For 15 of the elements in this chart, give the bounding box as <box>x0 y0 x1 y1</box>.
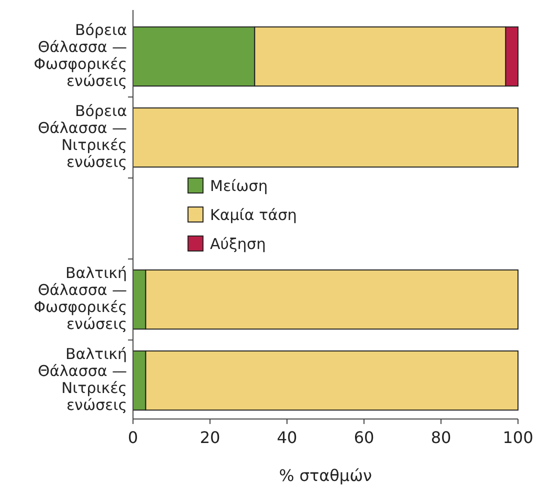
x-tick-label: 20 <box>200 428 220 447</box>
x-axis-title: % σταθμών <box>279 466 372 485</box>
y-tick-label: Βαλτική Θάλασσα — Φωσφορικές ενώσεις <box>34 264 127 334</box>
y-tick-label: Βαλτική Θάλασσα — Νιτρικές ενώσεις <box>38 345 127 414</box>
x-tick-label: 60 <box>354 428 374 447</box>
legend-label: Αύξηση <box>210 235 266 253</box>
x-tick-label: 0 <box>128 428 138 447</box>
x-tick-label: 80 <box>430 428 452 447</box>
legend-label: Καμία τάση <box>210 206 297 224</box>
legend-label: Μείωση <box>210 177 268 195</box>
x-tick-label: 100 <box>502 428 534 447</box>
y-tick-label: Βόρεια Θάλασσα — Νιτρικές ενώσεις <box>38 102 128 172</box>
x-tick-label: 40 <box>276 428 298 447</box>
y-tick-label: Βόρεια Θάλασσα — Φωσφορικές ενώσεις <box>34 21 128 90</box>
bar <box>132 107 518 168</box>
